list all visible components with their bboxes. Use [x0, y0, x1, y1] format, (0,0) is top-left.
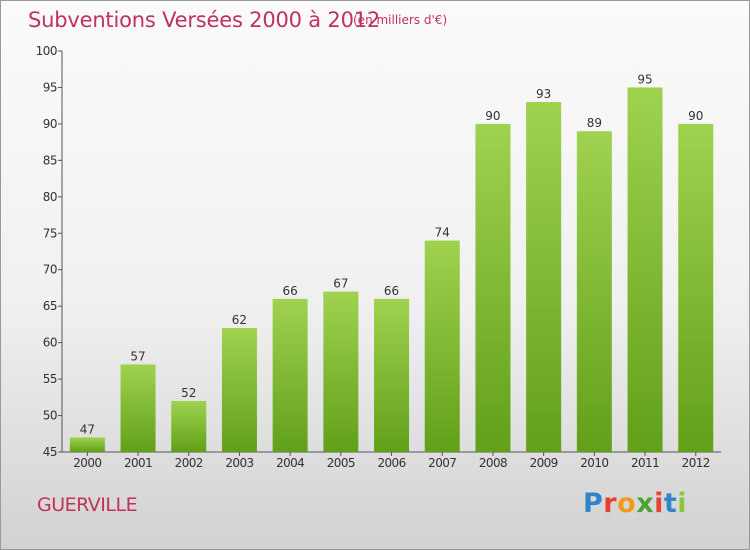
- x-tick-label: 2000: [73, 456, 101, 470]
- x-axis: 2000 2001 2002 2003 2004 2005 2006 2007 2008 2009…: [62, 451, 722, 470]
- chart-title: Subventions Versées 2000 à 2012: [28, 8, 381, 32]
- y-tick-label: 70: [43, 263, 57, 277]
- bar: [526, 102, 562, 452]
- x-tick-label: 2003: [225, 456, 253, 470]
- chart-subtitle: (en milliers d'€): [353, 13, 448, 27]
- logo-letter: r: [603, 488, 618, 519]
- x-tick-label: 2007: [428, 456, 456, 470]
- data-labels: 47 57 52 62 66 67 66 74 90 93 89 95 90: [80, 72, 704, 436]
- x-tick-label: 2011: [631, 456, 659, 470]
- y-tick-label: 75: [43, 226, 57, 240]
- y-tick-label: 95: [43, 80, 57, 94]
- bar: [678, 123, 714, 452]
- y-tick-label: 65: [43, 299, 57, 313]
- y-axis: 45 50 55 60 65 70 75 80 85 90 95 100: [36, 44, 63, 459]
- logo-letter: x: [636, 488, 655, 519]
- data-label: 47: [80, 422, 95, 436]
- logo-letter: P: [583, 488, 604, 519]
- data-label: 93: [536, 87, 551, 101]
- y-tick-label: 50: [43, 409, 57, 423]
- bar: [475, 123, 511, 452]
- bar: [120, 364, 156, 452]
- data-label: 95: [637, 72, 652, 86]
- y-tick-label: 80: [43, 190, 57, 204]
- data-label: 90: [688, 109, 703, 123]
- commune-name: GUERVILLE: [37, 494, 138, 516]
- x-tick-label: 2008: [479, 456, 507, 470]
- y-tick-label: 55: [43, 372, 57, 386]
- y-tick-label: 100: [36, 44, 57, 58]
- data-label: 62: [232, 313, 247, 327]
- y-tick-label: 60: [43, 336, 57, 350]
- x-tick-label: 2002: [175, 456, 203, 470]
- bar: [221, 328, 257, 452]
- x-tick-label: 2010: [580, 456, 608, 470]
- x-tick-label: 2001: [124, 456, 152, 470]
- logo-letter: t: [663, 488, 678, 519]
- proxiti-logo[interactable]: Proxiti: [583, 488, 687, 519]
- bar: [424, 240, 460, 452]
- y-tick-label: 85: [43, 153, 57, 167]
- bar: [374, 298, 410, 452]
- y-tick-label: 45: [43, 445, 57, 459]
- bar: [576, 131, 612, 452]
- x-tick-label: 2009: [530, 456, 558, 470]
- data-label: 66: [283, 284, 298, 298]
- y-tick-label: 90: [43, 117, 57, 131]
- data-label: 74: [435, 226, 450, 240]
- data-label: 89: [587, 116, 602, 130]
- data-label: 67: [333, 277, 348, 291]
- bar: [69, 437, 105, 452]
- bars: [69, 87, 714, 453]
- data-label: 66: [384, 284, 399, 298]
- bar: [627, 87, 663, 453]
- x-tick-label: 2005: [327, 456, 355, 470]
- x-tick-label: 2012: [682, 456, 710, 470]
- data-label: 57: [130, 350, 145, 364]
- bar: [171, 400, 207, 452]
- data-label: 90: [485, 109, 500, 123]
- bar: [272, 298, 308, 452]
- logo-letter: i: [654, 488, 664, 519]
- bar: [323, 291, 359, 452]
- logo-letter: i: [677, 488, 688, 519]
- data-label: 52: [181, 386, 196, 400]
- x-tick-label: 2004: [276, 456, 304, 470]
- x-tick-label: 2006: [377, 456, 405, 470]
- logo-letter: o: [617, 488, 637, 519]
